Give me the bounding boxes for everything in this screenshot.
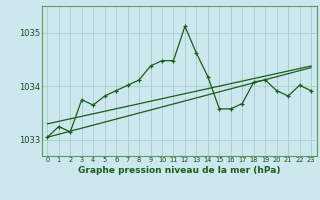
X-axis label: Graphe pression niveau de la mer (hPa): Graphe pression niveau de la mer (hPa) <box>78 166 280 175</box>
